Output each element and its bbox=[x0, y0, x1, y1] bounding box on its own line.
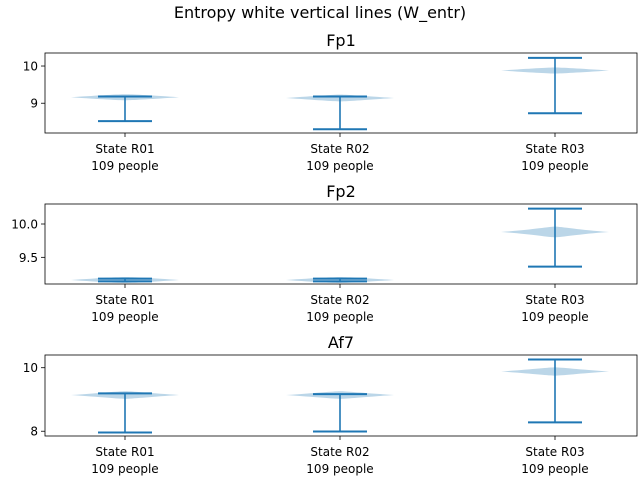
x-tick-label: State R03 109 people bbox=[521, 142, 588, 173]
x-tick-label-line: 109 people bbox=[521, 310, 588, 324]
x-tick-label-line: State R02 bbox=[310, 293, 369, 307]
x-tick-label-line: State R02 bbox=[310, 142, 369, 156]
x-tick-label-line: 109 people bbox=[91, 462, 158, 476]
x-tick-label: State R02 109 people bbox=[306, 293, 373, 324]
subplot-af7: Af7 8 10 State R01 109 people State R02 109 pe… bbox=[23, 333, 638, 476]
x-tick-label: State R02 109 people bbox=[306, 445, 373, 476]
x-tick-label-line: 109 people bbox=[91, 159, 158, 173]
x-tick-label-line: 109 people bbox=[306, 310, 373, 324]
y-tick-label: 10 bbox=[23, 60, 38, 74]
subplot-title: Fp1 bbox=[326, 31, 356, 50]
x-tick-label: State R02 109 people bbox=[306, 142, 373, 173]
y-tick-label: 10.0 bbox=[11, 218, 38, 232]
x-tick-label: State R01 109 people bbox=[91, 142, 158, 173]
x-tick-label-line: State R03 bbox=[525, 445, 584, 459]
x-tick-label-line: State R03 bbox=[525, 142, 584, 156]
y-tick-label: 8 bbox=[30, 425, 38, 439]
y-tick-label: 9 bbox=[30, 97, 38, 111]
x-tick-label-line: State R03 bbox=[525, 293, 584, 307]
x-tick-label: State R03 109 people bbox=[521, 293, 588, 324]
y-tick-label: 10 bbox=[23, 361, 38, 375]
axes-frame bbox=[44, 52, 638, 134]
figure-title: Entropy white vertical lines (W_entr) bbox=[174, 3, 466, 23]
subplot-fp2: Fp2 9.5 10.0 State R01 109 people State R02 10… bbox=[11, 182, 638, 324]
x-tick-label-line: State R02 bbox=[310, 445, 369, 459]
x-tick-label-line: 109 people bbox=[521, 159, 588, 173]
axes-frame bbox=[44, 354, 638, 437]
axes-frame bbox=[44, 203, 638, 285]
x-tick-label-line: 109 people bbox=[521, 462, 588, 476]
x-tick-label: State R01 109 people bbox=[91, 293, 158, 324]
subplot-fp1: Fp1 9 10 State R01 109 people State R02 109 pe… bbox=[23, 31, 638, 173]
subplot-title: Af7 bbox=[328, 333, 354, 352]
subplot-title: Fp2 bbox=[326, 182, 356, 201]
x-tick-label: State R01 109 people bbox=[91, 445, 158, 476]
x-tick-label-line: 109 people bbox=[306, 462, 373, 476]
x-tick-label-line: State R01 bbox=[95, 293, 154, 307]
x-tick-label-line: 109 people bbox=[91, 310, 158, 324]
x-tick-label-line: 109 people bbox=[306, 159, 373, 173]
x-tick-label-line: State R01 bbox=[95, 142, 154, 156]
x-tick-label-line: State R01 bbox=[95, 445, 154, 459]
x-tick-label: State R03 109 people bbox=[521, 445, 588, 476]
y-tick-label: 9.5 bbox=[19, 251, 38, 265]
